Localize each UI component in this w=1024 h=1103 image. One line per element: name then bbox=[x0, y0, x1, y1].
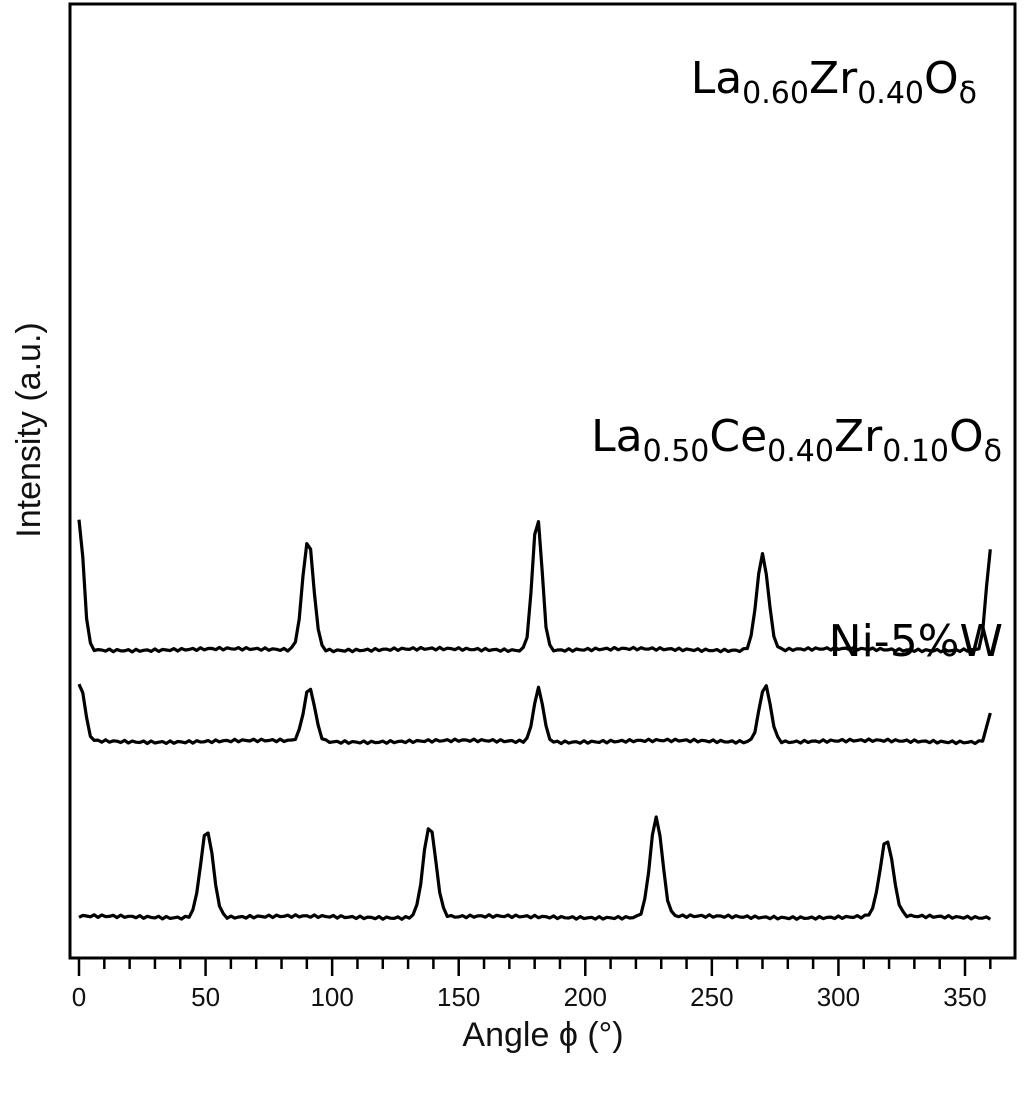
x-tick-label: 200 bbox=[564, 982, 607, 1012]
series-label-2: La0.50​Ce0.40​Zr0.10​Oδ​ bbox=[591, 411, 1002, 469]
series-label-1: La0.60​Zr0.40​Oδ​ bbox=[691, 53, 977, 111]
x-tick-label: 100 bbox=[310, 982, 353, 1012]
series-label-3: Ni-5%W bbox=[829, 616, 1003, 667]
x-tick-label: 300 bbox=[817, 982, 860, 1012]
x-tick-label: 50 bbox=[191, 982, 220, 1012]
series-line-2 bbox=[77, 683, 992, 746]
x-tick-label: 350 bbox=[943, 982, 986, 1012]
x-tick-label: 250 bbox=[690, 982, 733, 1012]
series-lines bbox=[77, 519, 992, 921]
x-axis-title: Angle ϕ (°) bbox=[462, 1016, 623, 1054]
y-axis-title: Intensity (a.u.) bbox=[10, 322, 48, 537]
x-axis-ticks bbox=[77, 958, 992, 976]
x-tick-label: 0 bbox=[72, 982, 86, 1012]
series-line-3 bbox=[78, 815, 992, 921]
plot-frame bbox=[68, 2, 1017, 960]
x-tick-label: 150 bbox=[437, 982, 480, 1012]
x-axis-tick-labels: 0 50 100 150 200 250 300 350 bbox=[72, 982, 987, 1012]
series-labels: La0.60​Zr0.40​Oδ​ La0.50​Ce0.40​Zr0.10​Oδ… bbox=[591, 53, 1003, 667]
series-line-1 bbox=[77, 519, 992, 654]
